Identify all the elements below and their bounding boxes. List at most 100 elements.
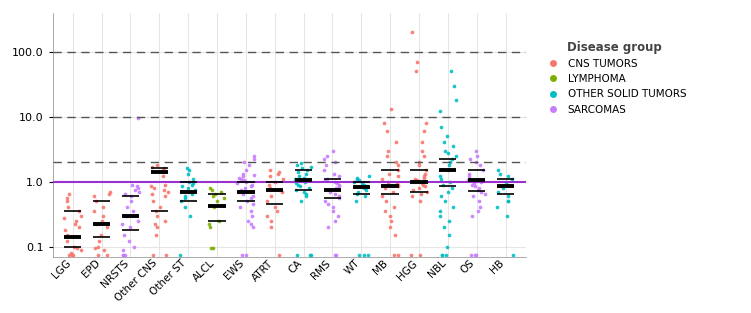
Point bbox=[245, 222, 257, 227]
Point bbox=[261, 199, 273, 204]
Point bbox=[354, 252, 366, 257]
Point bbox=[104, 191, 116, 196]
Point bbox=[470, 160, 482, 165]
Point bbox=[502, 199, 514, 204]
Point bbox=[333, 184, 345, 189]
Point bbox=[502, 199, 514, 204]
Point bbox=[151, 213, 163, 218]
Point bbox=[333, 193, 345, 198]
Point bbox=[131, 218, 143, 223]
Point bbox=[322, 224, 334, 229]
Point bbox=[507, 252, 519, 257]
Point bbox=[417, 182, 429, 187]
Point bbox=[116, 222, 128, 227]
Point bbox=[411, 178, 423, 183]
Point bbox=[359, 193, 371, 198]
Point bbox=[265, 193, 277, 198]
Point bbox=[304, 252, 316, 257]
Point bbox=[353, 178, 365, 183]
Point bbox=[502, 182, 514, 187]
Point bbox=[420, 168, 432, 173]
Point bbox=[352, 189, 364, 194]
Point bbox=[295, 161, 307, 166]
Point bbox=[186, 191, 198, 196]
Point bbox=[321, 153, 333, 158]
Point bbox=[385, 107, 397, 112]
Point bbox=[291, 187, 303, 192]
Point bbox=[333, 196, 345, 201]
Point bbox=[289, 177, 301, 182]
Point bbox=[437, 182, 449, 187]
Point bbox=[117, 247, 129, 252]
Point bbox=[88, 209, 100, 214]
Point bbox=[381, 129, 393, 134]
Point bbox=[243, 162, 255, 167]
Point bbox=[270, 209, 282, 214]
Point bbox=[351, 191, 363, 196]
Point bbox=[218, 196, 230, 201]
Point bbox=[129, 187, 141, 192]
Point bbox=[418, 129, 430, 134]
Point bbox=[329, 252, 341, 257]
Point bbox=[149, 209, 161, 214]
Point bbox=[318, 168, 330, 173]
Point bbox=[478, 191, 490, 196]
Point bbox=[379, 185, 391, 190]
Point bbox=[473, 199, 485, 204]
Point bbox=[319, 162, 331, 167]
Point bbox=[210, 191, 222, 196]
Point bbox=[388, 205, 400, 210]
Point bbox=[299, 179, 311, 184]
Point bbox=[151, 162, 163, 167]
Point bbox=[380, 199, 392, 204]
Point bbox=[133, 189, 145, 194]
Point bbox=[207, 193, 219, 198]
Point bbox=[247, 224, 259, 229]
Point bbox=[465, 252, 477, 257]
Point bbox=[245, 209, 257, 214]
Point bbox=[179, 196, 191, 201]
Point bbox=[439, 148, 451, 153]
Point bbox=[264, 168, 276, 173]
Point bbox=[331, 181, 343, 186]
Point bbox=[187, 177, 199, 182]
Point bbox=[470, 148, 482, 153]
Point bbox=[183, 179, 195, 184]
Point bbox=[363, 174, 376, 179]
Point bbox=[351, 175, 363, 180]
Point bbox=[329, 179, 341, 184]
Point bbox=[392, 162, 404, 167]
Point bbox=[492, 168, 504, 173]
Point bbox=[236, 252, 248, 257]
Point bbox=[448, 205, 460, 210]
Point bbox=[237, 174, 249, 179]
Point bbox=[146, 191, 158, 196]
Point bbox=[415, 191, 427, 196]
Point bbox=[181, 166, 193, 171]
Point bbox=[348, 179, 360, 184]
Point bbox=[132, 185, 144, 190]
Point bbox=[318, 157, 330, 162]
Point bbox=[463, 178, 475, 183]
Point bbox=[463, 172, 475, 177]
Point bbox=[263, 182, 275, 187]
Point bbox=[405, 252, 417, 257]
Point bbox=[469, 252, 481, 257]
Point bbox=[376, 193, 388, 198]
Point bbox=[265, 218, 277, 223]
Point bbox=[63, 191, 75, 196]
Point bbox=[319, 178, 331, 183]
Point bbox=[472, 209, 484, 214]
Point bbox=[436, 252, 448, 257]
Point bbox=[447, 144, 459, 149]
Point bbox=[327, 209, 339, 214]
Point bbox=[392, 184, 404, 189]
Point bbox=[95, 233, 107, 238]
Point bbox=[438, 140, 450, 145]
Point bbox=[277, 177, 289, 182]
Point bbox=[332, 213, 344, 218]
Point bbox=[189, 187, 201, 192]
Point bbox=[413, 162, 425, 167]
Point bbox=[74, 247, 86, 252]
Point bbox=[448, 83, 460, 88]
